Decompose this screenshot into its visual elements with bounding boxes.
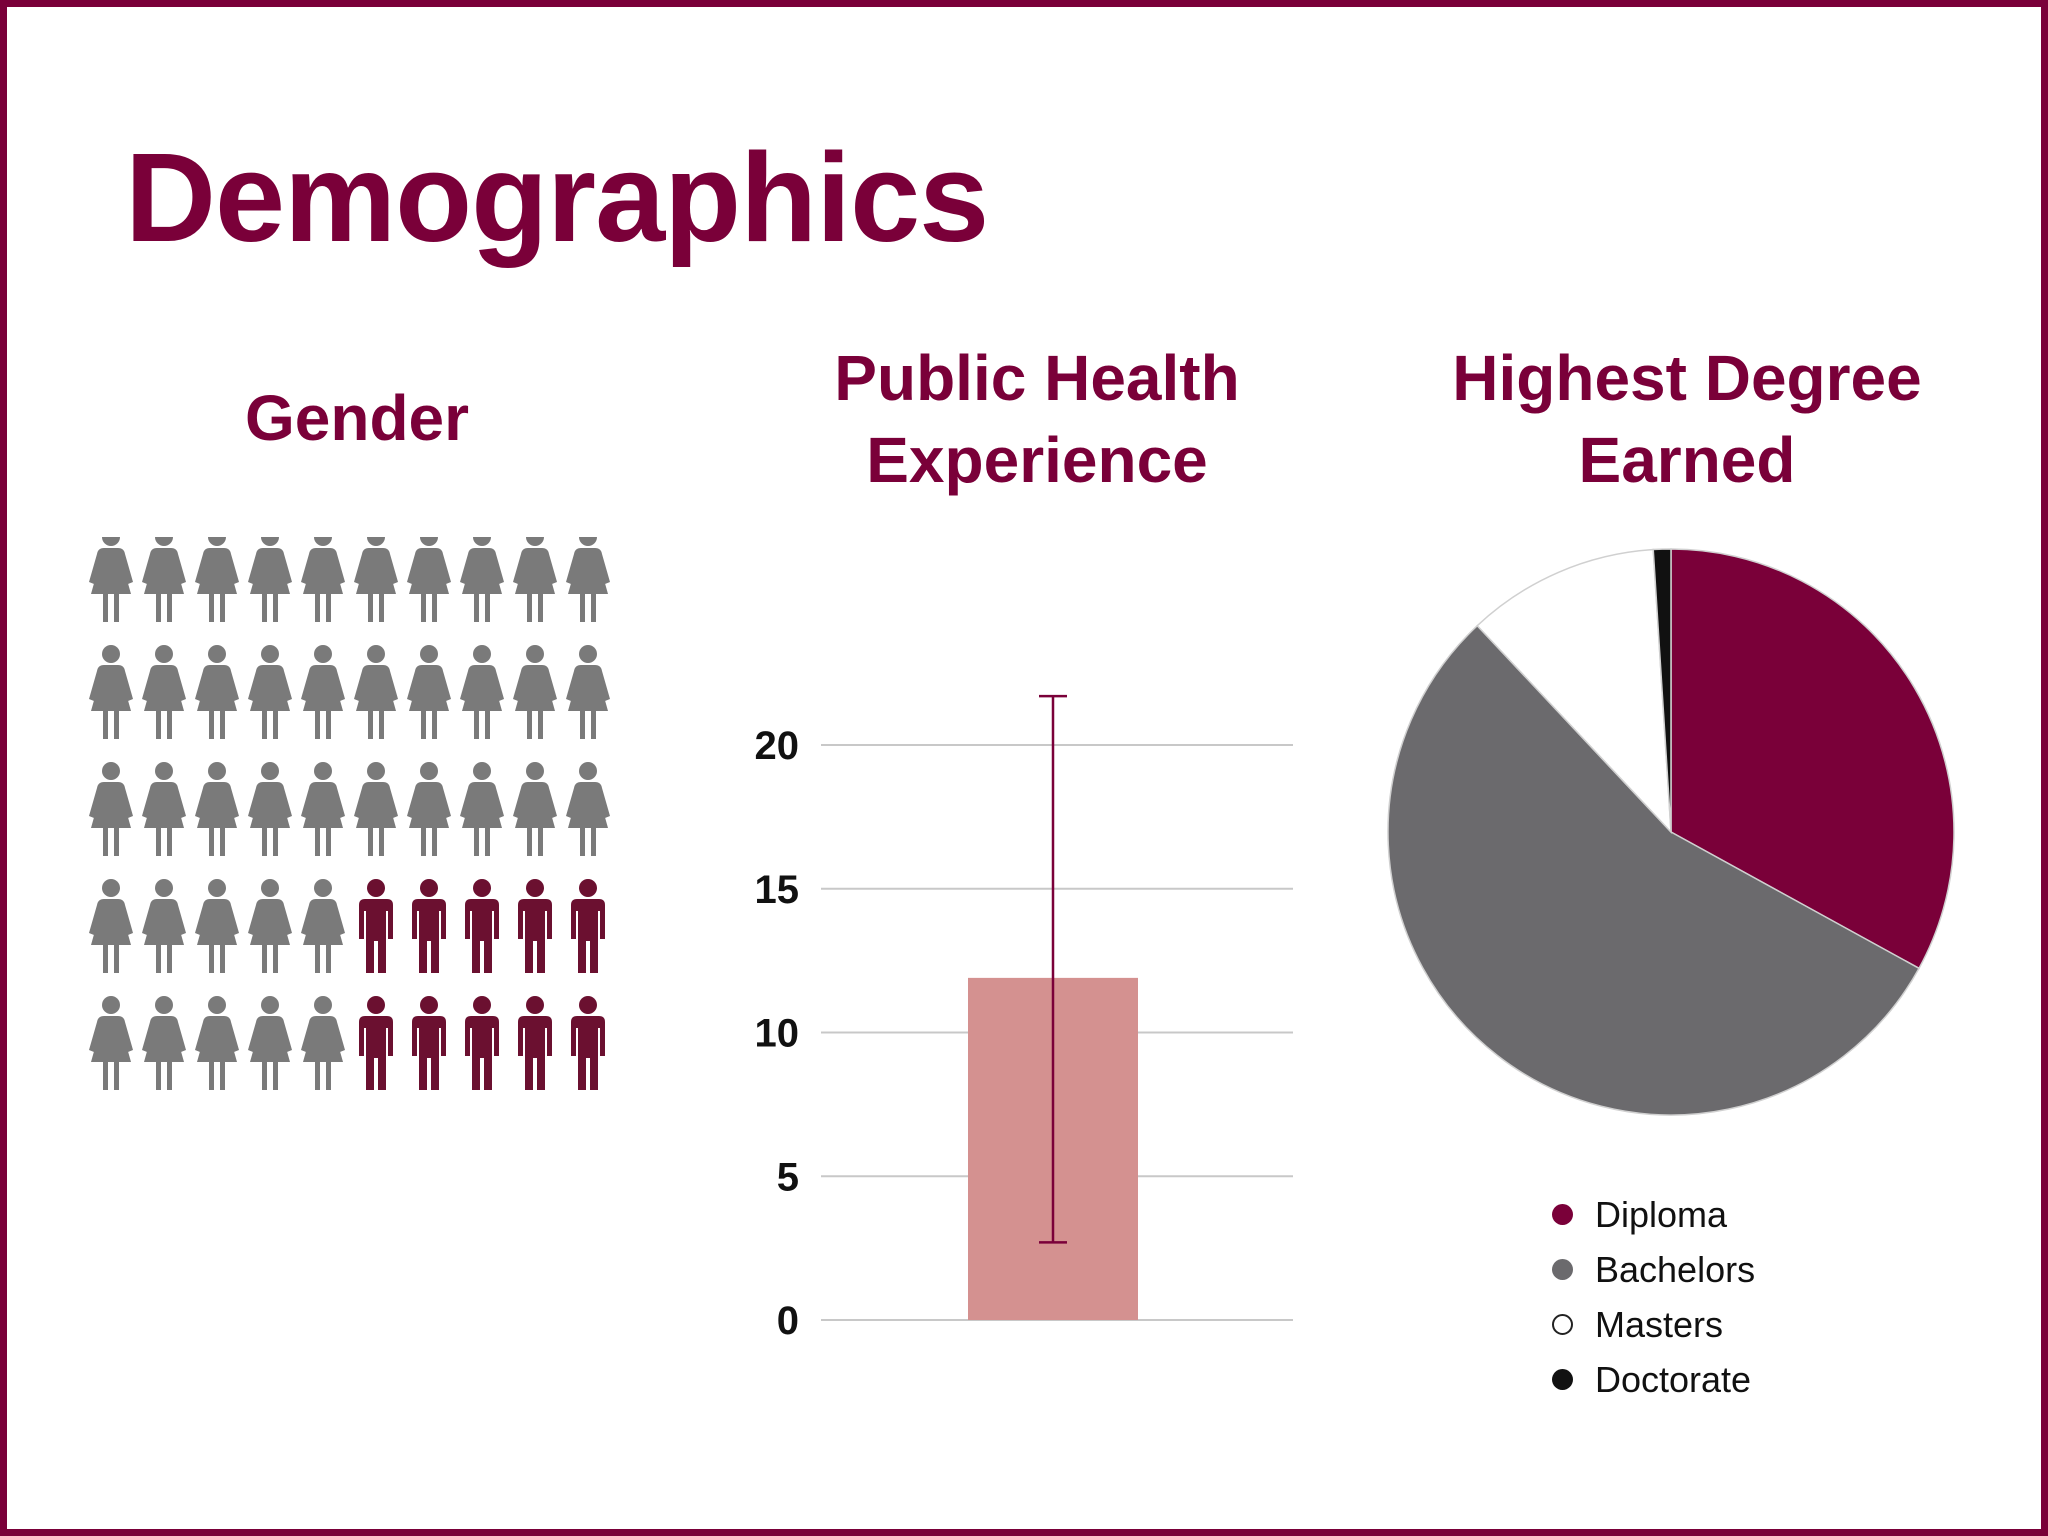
female-person-icon <box>142 762 186 856</box>
female-person-icon <box>89 645 133 739</box>
female-person-icon <box>566 762 610 856</box>
male-person-icon <box>465 996 499 1090</box>
degree-title: Highest Degree Earned <box>1387 337 1987 501</box>
female-person-icon <box>195 879 239 973</box>
male-person-icon <box>412 879 446 973</box>
female-person-icon <box>301 879 345 973</box>
legend-item: Doctorate <box>1552 1352 1755 1407</box>
y-tick-label: 20 <box>755 724 800 768</box>
female-person-icon <box>89 537 133 622</box>
legend-label: Bachelors <box>1595 1248 1756 1290</box>
female-person-icon <box>566 537 610 622</box>
pie-slice-doctorate <box>1652 548 1672 833</box>
female-person-icon <box>301 996 345 1090</box>
female-person-icon <box>89 879 133 973</box>
female-person-icon <box>513 762 557 856</box>
experience-bar-chart: 0 5 10 15 20 <box>755 694 1293 1343</box>
experience-title: Public Health Experience <box>787 337 1287 501</box>
pie-slice-masters <box>1476 548 1672 835</box>
y-tick-label: 10 <box>755 1012 800 1056</box>
error-bar <box>1039 694 1067 1244</box>
female-person-icon <box>354 645 398 739</box>
y-tick-label: 0 <box>777 1299 799 1343</box>
legend-label: Diploma <box>1595 1193 1728 1235</box>
female-person-icon <box>354 762 398 856</box>
female-person-icon <box>89 762 133 856</box>
degree-pie-chart <box>1387 548 1955 1116</box>
female-person-icon <box>407 537 451 622</box>
female-person-icon <box>248 537 292 622</box>
female-person-icon <box>407 645 451 739</box>
male-person-icon <box>359 879 393 973</box>
legend-swatch <box>1552 1314 1573 1335</box>
female-person-icon <box>301 645 345 739</box>
degree-title-line: Earned <box>1578 424 1796 496</box>
experience-title-line: Experience <box>866 424 1208 496</box>
legend-label: Doctorate <box>1595 1358 1752 1400</box>
male-person-icon <box>359 996 393 1090</box>
female-person-icon <box>142 645 186 739</box>
pie-legend: Diploma Bachelors Masters Doctorate <box>1552 1187 1755 1407</box>
female-person-icon <box>248 762 292 856</box>
female-person-icon <box>195 996 239 1090</box>
female-person-icon <box>195 537 239 622</box>
female-person-icon <box>195 762 239 856</box>
legend-swatch <box>1552 1204 1573 1225</box>
female-person-icon <box>248 996 292 1090</box>
female-person-icon <box>142 996 186 1090</box>
pie-slice-diploma <box>1670 548 1955 970</box>
gender-pictogram <box>89 537 610 1090</box>
male-person-icon <box>571 996 605 1090</box>
page-title: Demographics <box>125 127 989 268</box>
female-person-icon <box>460 645 504 739</box>
legend-swatch <box>1552 1259 1573 1280</box>
female-person-icon <box>301 537 345 622</box>
male-person-icon <box>518 996 552 1090</box>
female-person-icon <box>248 879 292 973</box>
legend-swatch <box>1552 1369 1573 1390</box>
male-person-icon <box>465 879 499 973</box>
legend-label: Masters <box>1595 1303 1724 1345</box>
legend-item: Bachelors <box>1552 1242 1755 1297</box>
pie-slice-bachelors <box>1387 624 1921 1116</box>
female-person-icon <box>354 537 398 622</box>
legend-item: Diploma <box>1552 1187 1755 1242</box>
female-person-icon <box>460 762 504 856</box>
female-person-icon <box>248 645 292 739</box>
y-tick-label: 5 <box>777 1155 799 1199</box>
female-person-icon <box>142 537 186 622</box>
female-person-icon <box>460 537 504 622</box>
female-person-icon <box>513 537 557 622</box>
female-person-icon <box>142 879 186 973</box>
experience-title-line: Public Health <box>834 342 1240 414</box>
female-person-icon <box>301 762 345 856</box>
legend-item: Masters <box>1552 1297 1755 1352</box>
degree-title-line: Highest Degree <box>1452 342 1922 414</box>
female-person-icon <box>513 645 557 739</box>
female-person-icon <box>566 645 610 739</box>
female-person-icon <box>407 762 451 856</box>
male-person-icon <box>571 879 605 973</box>
male-person-icon <box>518 879 552 973</box>
female-person-icon <box>195 645 239 739</box>
gender-title: Gender <box>244 382 470 454</box>
y-tick-label: 15 <box>755 868 800 912</box>
female-person-icon <box>89 996 133 1090</box>
male-person-icon <box>412 996 446 1090</box>
